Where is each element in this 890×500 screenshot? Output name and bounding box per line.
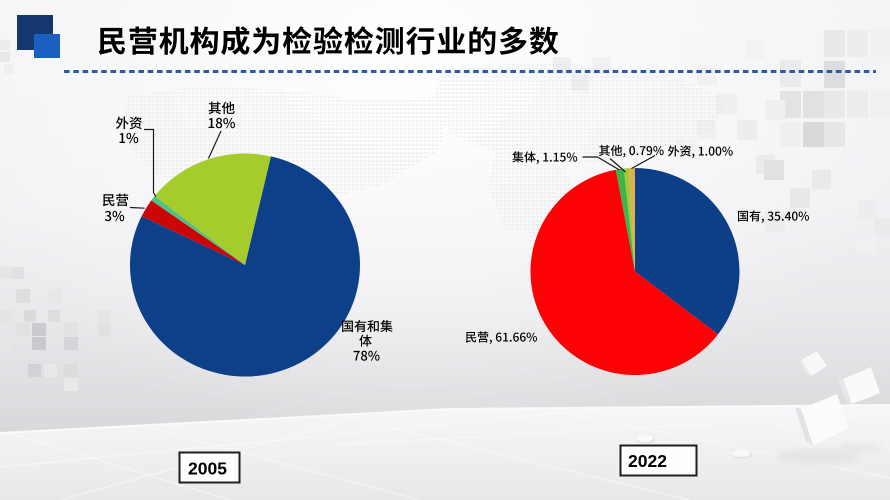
svg-text:2005: 2005 bbox=[188, 459, 227, 479]
svg-text:2022: 2022 bbox=[628, 451, 667, 471]
